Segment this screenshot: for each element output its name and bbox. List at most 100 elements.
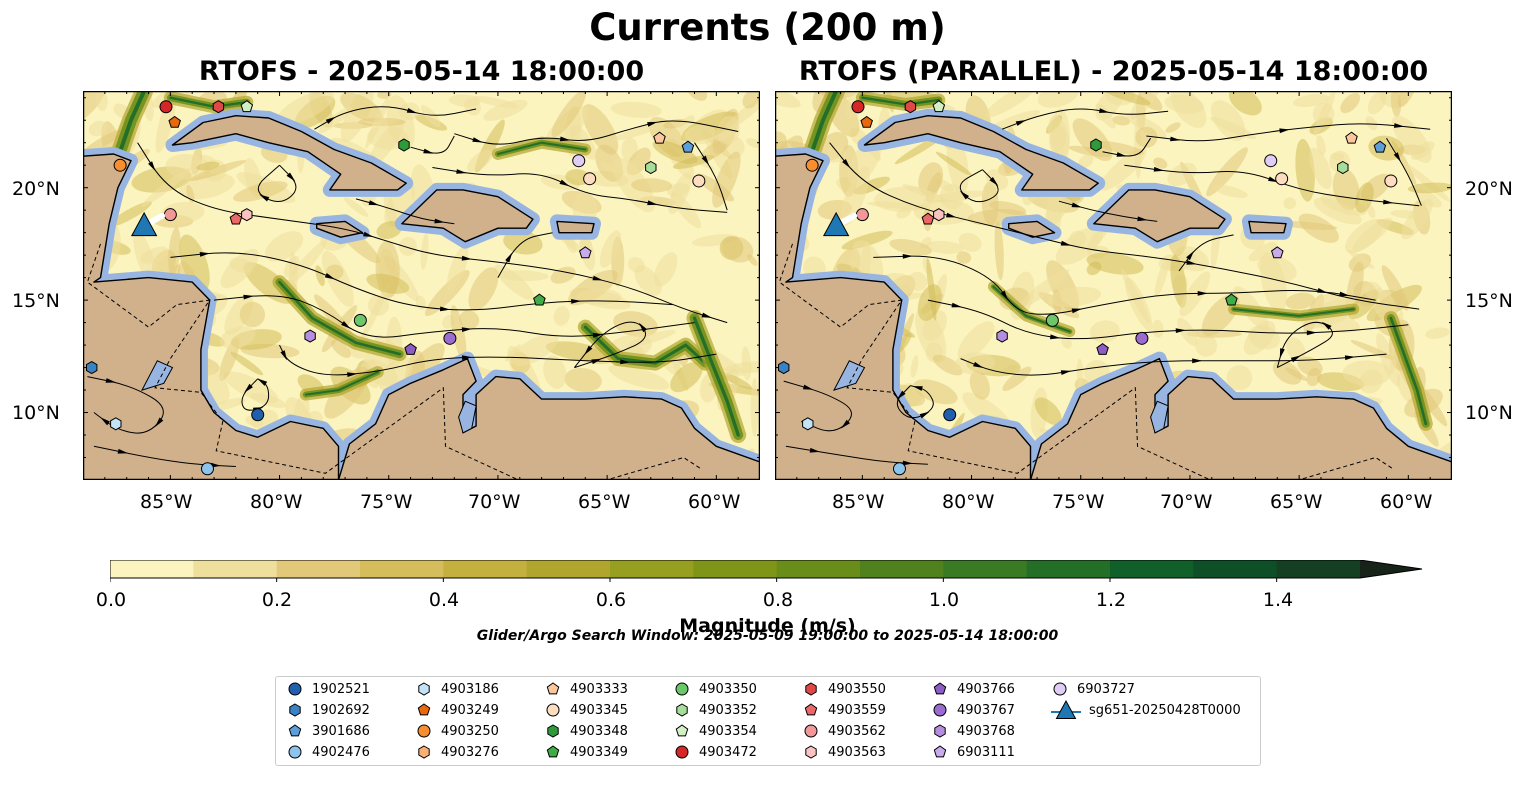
streamline-arrow — [802, 384, 814, 390]
legend-label: 4903348 — [570, 723, 628, 739]
colorbar-segment — [360, 560, 444, 578]
streamline-arrow — [1339, 291, 1350, 297]
land-mass — [337, 357, 760, 480]
streamline-arrow — [1015, 120, 1027, 126]
float-marker — [996, 329, 1008, 343]
streamline-arrow — [1116, 152, 1127, 157]
streamline-arrow — [1137, 216, 1148, 222]
colorbar-segment — [526, 560, 611, 578]
legend-marker — [1055, 700, 1077, 719]
streamline-arrow — [1071, 202, 1082, 208]
streamline-arrow — [959, 190, 969, 200]
streamline-arrow — [368, 200, 380, 206]
float-marker — [404, 342, 417, 355]
legend-label: 4903472 — [699, 744, 757, 760]
streamline-arrow — [809, 447, 821, 453]
figure-title: Currents (200 m) — [589, 6, 946, 49]
legend-entry: 4903350 — [673, 679, 757, 699]
map-panel-rtofs — [83, 91, 760, 480]
land-mass — [775, 153, 1032, 480]
legend-marker — [546, 745, 560, 758]
streamline-arrow — [461, 255, 473, 261]
land-mass — [83, 153, 340, 480]
land-mass — [401, 189, 534, 243]
lon-tick-label: 80°W — [942, 491, 995, 513]
legend-entry: 4903563 — [802, 742, 886, 762]
colorbar — [109, 559, 1430, 582]
streamline-arrow — [1175, 328, 1186, 333]
glider-marker — [130, 211, 158, 237]
float-marker — [1345, 131, 1358, 144]
float-marker — [653, 131, 666, 144]
legend-marker — [418, 745, 430, 759]
legend-marker — [547, 724, 559, 738]
glider-marker — [822, 211, 850, 237]
land-mass — [863, 115, 1099, 191]
float-marker — [933, 208, 945, 222]
streamline-arrow — [423, 148, 434, 154]
legend-label: 1902692 — [312, 702, 370, 718]
float-marker — [855, 208, 869, 222]
legend-marker — [933, 682, 947, 695]
colorbar-tick: 0.6 — [595, 589, 627, 611]
streamline-arrow — [243, 294, 254, 300]
streamline-arrow — [571, 299, 582, 304]
land-mass — [556, 220, 595, 234]
streamline-arrow — [472, 137, 483, 143]
streamline-arrow — [1306, 330, 1317, 336]
map-panel-rtofs-parallel — [775, 91, 1452, 480]
colorbar-label: Magnitude (m/s) — [679, 615, 856, 637]
legend-marker — [546, 703, 560, 717]
streamline-arrow — [1153, 166, 1165, 172]
legend-marker — [933, 745, 947, 758]
colorbar-tick: 0.4 — [428, 589, 460, 611]
legend-entry: 4903352 — [673, 700, 757, 720]
streamline-arrow — [456, 169, 467, 174]
legend-marker — [804, 703, 818, 716]
float-marker — [200, 462, 214, 476]
streamline-arrow — [341, 321, 351, 329]
lon-tick-label: 85°W — [832, 491, 885, 513]
legend-entry: 6903111 — [931, 742, 1015, 762]
float-marker — [163, 208, 177, 222]
land-mass — [1248, 220, 1287, 234]
streamline — [927, 299, 1409, 340]
float-marker — [851, 100, 865, 114]
legend-label: 1902521 — [312, 681, 370, 697]
streamline-arrow — [461, 355, 473, 360]
streamline-arrow — [257, 378, 268, 386]
streamline-arrow — [100, 417, 110, 426]
streamline-arrow — [946, 212, 957, 218]
streamline — [279, 344, 717, 376]
lat-tick-label: 10°N — [1465, 402, 1513, 424]
float-marker — [1045, 313, 1059, 327]
search-window-note: Glider/Argo Search Window: 2025-05-09 19… — [476, 628, 1059, 644]
legend-marker — [675, 745, 689, 759]
streamline — [314, 106, 477, 130]
streamline-arrow — [620, 359, 631, 365]
colorbar-extend-arrow — [1360, 560, 1422, 578]
float-marker — [110, 417, 122, 431]
streamline-arrow — [902, 460, 913, 466]
legend-entry: 4903766 — [931, 679, 1015, 699]
streamline — [1146, 123, 1431, 142]
legend-marker — [1053, 682, 1067, 696]
legend-marker — [289, 703, 301, 717]
streamline-arrow — [1290, 355, 1301, 363]
float-marker — [251, 408, 265, 422]
legend-entry: 4903472 — [673, 742, 757, 762]
streamline-arrow — [1321, 321, 1332, 330]
streamline-arrow — [1071, 308, 1083, 314]
legend-marker — [418, 682, 430, 696]
float-marker — [579, 246, 592, 259]
float-marker — [1384, 174, 1398, 188]
legend-entry: 4903767 — [931, 700, 1015, 720]
streamline-arrow — [1186, 250, 1195, 261]
float-marker — [159, 100, 173, 114]
streamline-arrow — [1279, 128, 1290, 134]
colorbar-tick: 0.2 — [261, 589, 293, 611]
float-marker — [443, 331, 457, 345]
legend-label: 4903767 — [957, 702, 1015, 718]
lon-tick-label: 75°W — [1052, 491, 1105, 513]
colorbar-segment — [110, 560, 194, 578]
